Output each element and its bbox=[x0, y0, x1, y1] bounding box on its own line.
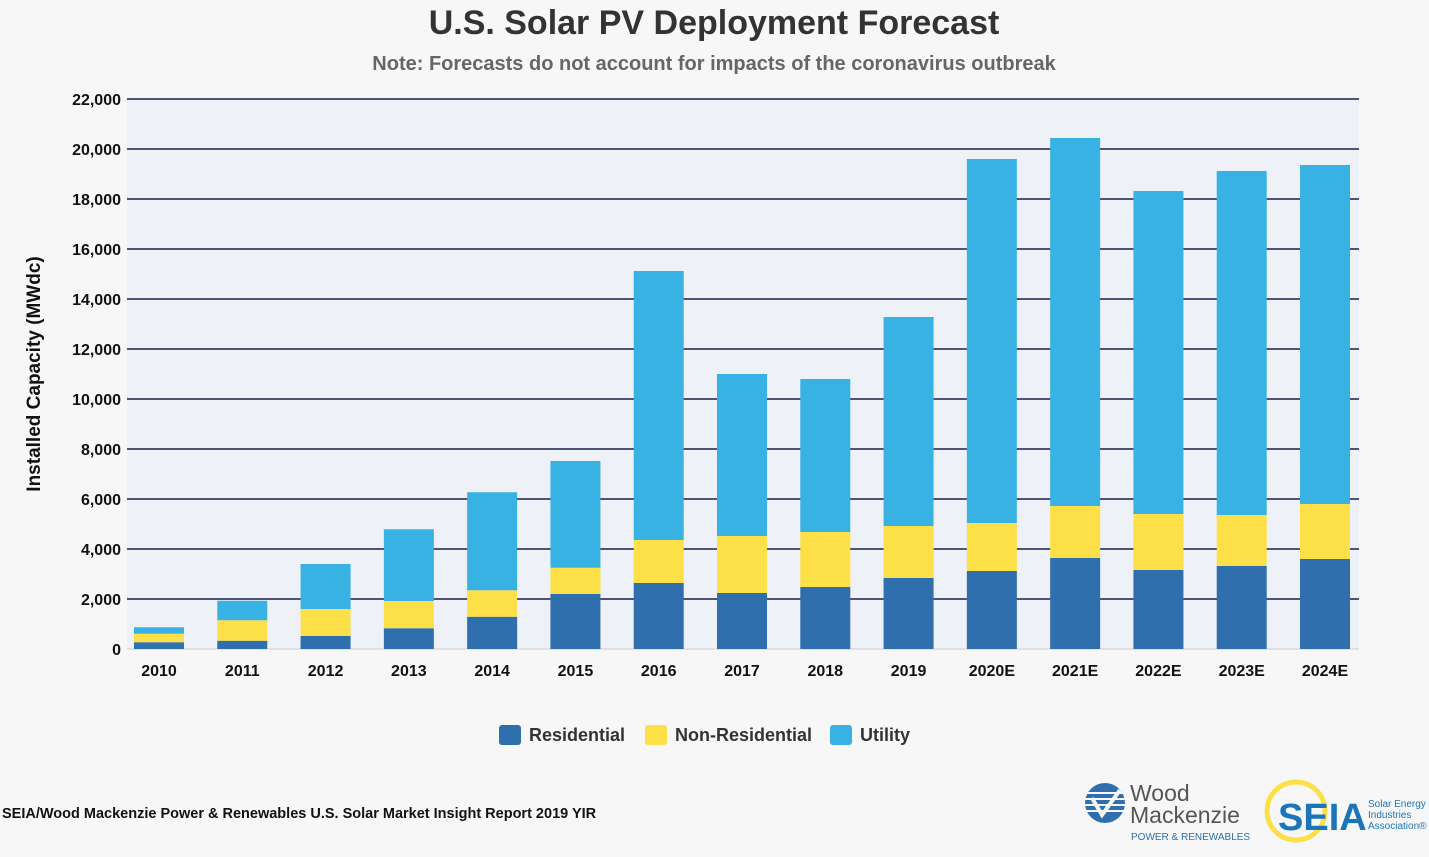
bar-residential-2010 bbox=[134, 642, 184, 649]
legend-label: Non-Residential bbox=[675, 725, 812, 745]
y-tick-label: 10,000 bbox=[72, 392, 121, 409]
x-tick-label: 2017 bbox=[724, 663, 760, 680]
y-axis-ticks: 0 2,000 4,000 6,000 8,000 10,000 12,000 14,000 1… bbox=[72, 92, 121, 659]
bar-non-residential-2010 bbox=[134, 633, 184, 643]
seia-mark: SEIA bbox=[1278, 797, 1367, 839]
bar-non-residential-2024E bbox=[1300, 504, 1350, 559]
y-tick-label: 22,000 bbox=[72, 92, 121, 109]
bar-residential-2017 bbox=[717, 593, 767, 649]
legend-swatch-utility bbox=[830, 725, 852, 745]
x-tick-label: 2019 bbox=[891, 663, 927, 680]
bar-utility-2014 bbox=[467, 492, 518, 591]
bar-utility-2021E bbox=[1050, 138, 1101, 506]
bar-utility-2018 bbox=[800, 379, 851, 532]
bar-non-residential-2020E bbox=[966, 523, 1017, 571]
x-tick-label: 2015 bbox=[558, 663, 594, 680]
bar-utility-2017 bbox=[717, 374, 767, 536]
seia-sun-ring-icon bbox=[1264, 779, 1328, 843]
y-axis-label: Installed Capacity (MWdc) bbox=[24, 256, 45, 491]
x-tick-label: 2014 bbox=[474, 663, 510, 680]
bar-utility-2024E bbox=[1300, 165, 1350, 504]
bar-utility-2022E bbox=[1133, 191, 1184, 514]
y-tick-label: 14,000 bbox=[72, 292, 121, 309]
y-tick-label: 16,000 bbox=[72, 242, 121, 259]
y-tick-label: 18,000 bbox=[72, 192, 121, 209]
chart-subtitle: Note: Forecasts do not account for impac… bbox=[372, 53, 1056, 75]
legend-swatch-non-residential bbox=[645, 725, 667, 745]
bar-residential-2023E bbox=[1216, 566, 1267, 649]
bar-residential-2020E bbox=[966, 571, 1017, 649]
bar-non-residential-2013 bbox=[383, 601, 434, 629]
x-tick-label: 2012 bbox=[308, 663, 344, 680]
bar-utility-2016 bbox=[633, 271, 684, 540]
x-tick-label: 2018 bbox=[807, 663, 843, 680]
bar-non-residential-2022E bbox=[1133, 514, 1184, 570]
bar-non-residential-2015 bbox=[550, 567, 601, 594]
bar-non-residential-2021E bbox=[1050, 506, 1101, 558]
wood-mackenzie-logo: Wood Mackenzie POWER & RENEWABLES bbox=[1085, 780, 1250, 843]
x-tick-label: 2021E bbox=[1052, 663, 1099, 680]
bar-residential-2016 bbox=[633, 583, 684, 649]
seia-line3: Association® bbox=[1368, 821, 1427, 832]
seia-logo: SEIA Solar Energy Industries Association… bbox=[1264, 779, 1427, 843]
y-tick-label: 0 bbox=[112, 642, 121, 659]
bar-utility-2011 bbox=[217, 600, 268, 621]
bar-utility-2015 bbox=[550, 461, 601, 568]
seia-line1: Solar Energy bbox=[1368, 799, 1426, 810]
legend-label: Utility bbox=[860, 725, 910, 745]
bar-residential-2014 bbox=[467, 616, 518, 649]
x-tick-label: 2011 bbox=[225, 663, 260, 680]
seia-line2: Industries bbox=[1368, 810, 1411, 821]
bar-non-residential-2018 bbox=[800, 532, 851, 587]
x-tick-label: 2020E bbox=[969, 663, 1016, 680]
x-tick-label: 2010 bbox=[141, 663, 177, 680]
wood-mackenzie-tagline: POWER & RENEWABLES bbox=[1131, 832, 1250, 843]
bar-residential-2015 bbox=[550, 594, 601, 649]
y-tick-label: 12,000 bbox=[72, 342, 121, 359]
bar-utility-2020E bbox=[966, 159, 1017, 523]
wood-mackenzie-globe-icon bbox=[1085, 783, 1125, 823]
bar-residential-2024E bbox=[1300, 559, 1350, 649]
y-tick-label: 2,000 bbox=[81, 592, 121, 609]
legend-swatch-residential bbox=[499, 725, 521, 745]
x-tick-label: 2016 bbox=[641, 663, 677, 680]
y-tick-label: 6,000 bbox=[81, 492, 121, 509]
bar-non-residential-2012 bbox=[300, 609, 351, 636]
bar-utility-2019 bbox=[883, 317, 934, 526]
bar-utility-2010 bbox=[134, 627, 184, 634]
y-tick-label: 8,000 bbox=[81, 442, 121, 459]
bar-non-residential-2016 bbox=[633, 540, 684, 583]
bar-residential-2018 bbox=[800, 587, 851, 649]
bar-residential-2013 bbox=[383, 628, 434, 649]
bar-utility-2012 bbox=[300, 564, 351, 609]
bar-non-residential-2014 bbox=[467, 590, 518, 617]
x-tick-label: 2023E bbox=[1219, 663, 1266, 680]
y-tick-label: 4,000 bbox=[81, 542, 121, 559]
x-tick-label: 2024E bbox=[1302, 663, 1349, 680]
wood-mackenzie-line1: Wood bbox=[1130, 780, 1190, 806]
bar-residential-2011 bbox=[217, 640, 268, 649]
legend: Residential Non-Residential Utility bbox=[499, 725, 910, 745]
x-axis-ticks: 2010 2011 2012 2013 2014 2015 2016 2017 2018 2019… bbox=[141, 663, 1348, 680]
x-tick-label: 2013 bbox=[391, 663, 427, 680]
bar-residential-2022E bbox=[1133, 570, 1184, 649]
chart-title: U.S. Solar PV Deployment Forecast bbox=[429, 4, 1000, 42]
bar-non-residential-2011 bbox=[217, 620, 268, 641]
bars bbox=[134, 138, 1350, 649]
bar-utility-2013 bbox=[383, 529, 434, 601]
bar-residential-2019 bbox=[883, 578, 934, 649]
bar-residential-2012 bbox=[300, 636, 351, 649]
bar-non-residential-2017 bbox=[717, 536, 767, 593]
bar-utility-2023E bbox=[1216, 171, 1267, 515]
bar-residential-2021E bbox=[1050, 558, 1101, 649]
bar-non-residential-2019 bbox=[883, 526, 934, 578]
bar-non-residential-2023E bbox=[1216, 515, 1267, 566]
legend-label: Residential bbox=[529, 725, 625, 745]
wood-mackenzie-line2: Mackenzie bbox=[1130, 802, 1240, 828]
y-tick-label: 20,000 bbox=[72, 142, 121, 159]
source-note: SEIA/Wood Mackenzie Power & Renewables U… bbox=[2, 806, 597, 822]
x-tick-label: 2022E bbox=[1135, 663, 1182, 680]
